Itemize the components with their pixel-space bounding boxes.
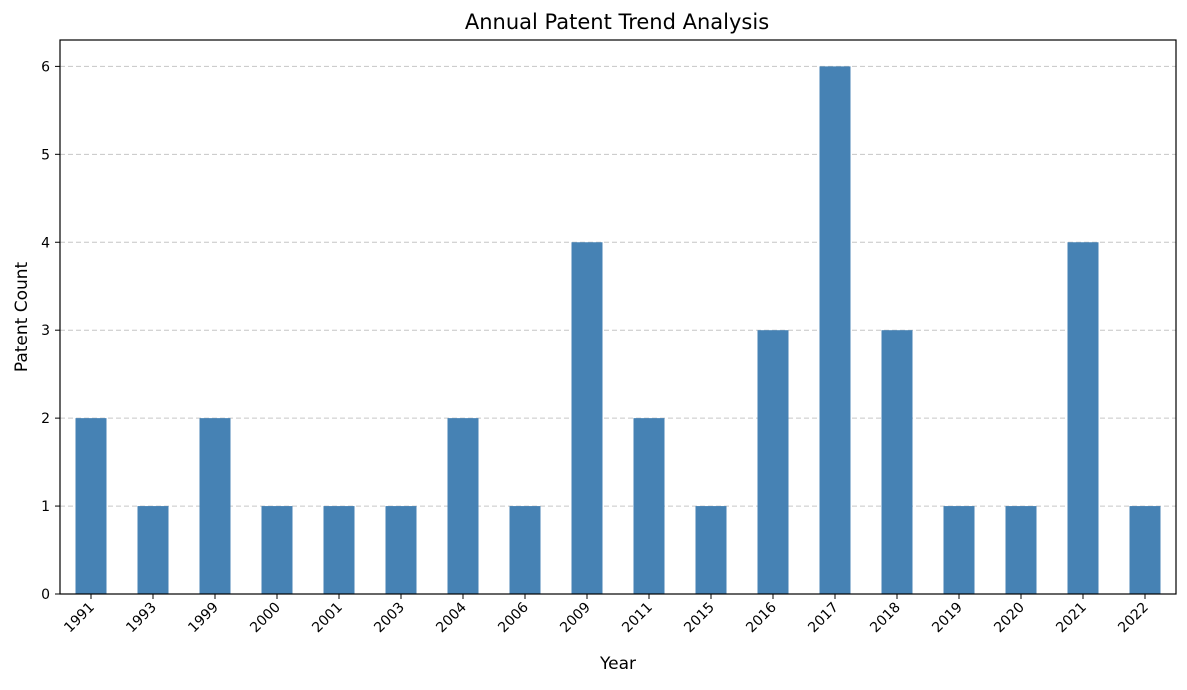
bar-1999 [200, 418, 231, 594]
bar-2001 [324, 506, 355, 594]
x-tick-label: 2009 [557, 600, 594, 637]
bar-2000 [262, 506, 293, 594]
x-tick-label: 2000 [247, 600, 284, 637]
bar-2016 [758, 330, 789, 594]
x-tick-label: 2018 [867, 600, 904, 637]
y-tick-label: 1 [41, 499, 50, 515]
bar-2011 [634, 418, 665, 594]
x-tick-label: 2001 [309, 600, 346, 637]
x-tick-label: 1999 [185, 600, 222, 637]
x-tick-label: 2017 [805, 600, 842, 637]
y-tick-label: 6 [41, 59, 50, 75]
bar-2009 [572, 242, 603, 594]
x-tick-label: 2006 [495, 599, 532, 636]
bar-2019 [944, 506, 975, 594]
bar-2015 [696, 506, 727, 594]
y-tick-label: 5 [41, 147, 50, 163]
bar-2018 [882, 330, 913, 594]
bar-2017 [820, 66, 851, 594]
x-tick-label: 1993 [123, 600, 160, 637]
y-tick-label: 3 [41, 323, 50, 339]
x-axis-label: Year [599, 654, 636, 674]
x-tick-label: 2022 [1115, 600, 1152, 637]
bar-2006 [510, 506, 541, 594]
y-tick-label: 2 [41, 411, 50, 427]
x-tick-label: 2011 [619, 600, 656, 637]
x-tick-label: 2021 [1053, 600, 1090, 637]
y-tick-label: 0 [41, 587, 50, 603]
x-tick-label: 2015 [681, 600, 718, 637]
x-tick-label: 2016 [743, 599, 780, 636]
bar-2021 [1068, 242, 1099, 594]
bar-2020 [1006, 506, 1037, 594]
x-tick-label: 2019 [929, 600, 966, 637]
bar-1991 [76, 418, 107, 594]
x-tick-label: 2003 [371, 600, 408, 637]
x-tick-label: 1991 [61, 600, 98, 637]
x-tick-label: 2020 [991, 600, 1028, 637]
y-axis-label: Patent Count [12, 261, 32, 372]
y-tick-label: 4 [41, 235, 50, 251]
chart-title: Annual Patent Trend Analysis [465, 10, 769, 34]
bar-2003 [386, 506, 417, 594]
bar-2022 [1130, 506, 1161, 594]
x-tick-label: 2004 [433, 599, 470, 636]
bar-2004 [448, 418, 479, 594]
bar-1993 [138, 506, 169, 594]
